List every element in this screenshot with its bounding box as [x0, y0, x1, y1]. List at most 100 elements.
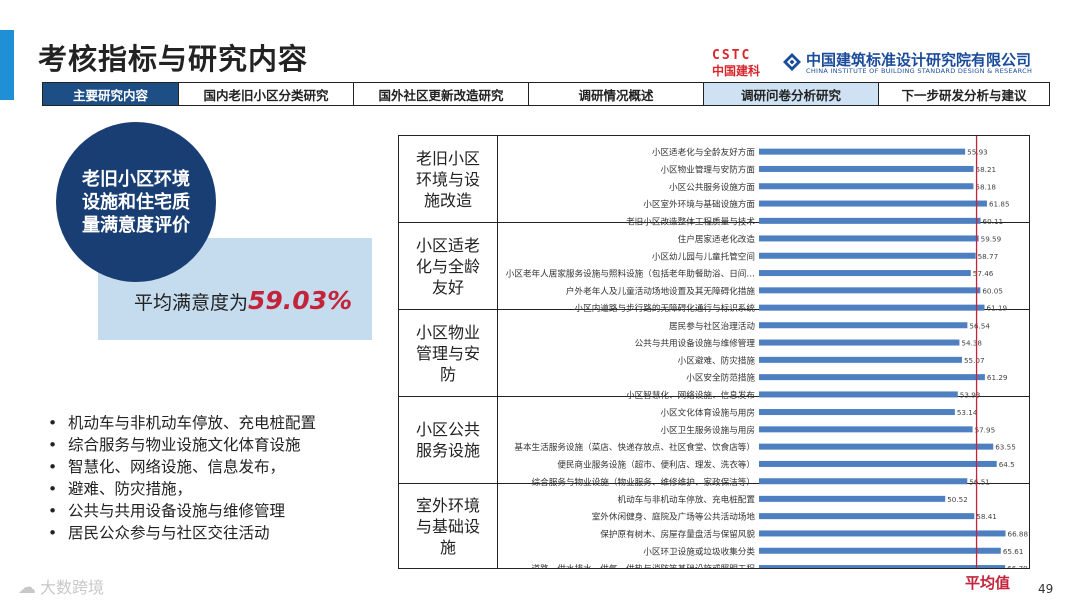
bar-label: 小区避难、防灾措施	[678, 354, 756, 366]
title-accent-bar	[0, 30, 14, 100]
bullet-item: 综合服务与物业设施文化体育设施	[48, 434, 316, 456]
tab-foreign-renewal[interactable]: 国外社区更新改造研究	[353, 82, 529, 106]
bar	[759, 252, 976, 259]
category-column-divider	[497, 136, 498, 568]
bar	[759, 356, 962, 363]
bar-label: 小区幼儿园与儿童托管空间	[652, 250, 755, 262]
bar	[759, 513, 975, 520]
organization-logo: CSTC 中国建科 中国建筑标准设计研究院有限公司 CHINA INSTITUT…	[712, 48, 1052, 78]
bar-label: 小区卫生服务设施与用房	[660, 424, 755, 436]
bar	[759, 217, 981, 224]
tab-survey-overview[interactable]: 调研情况概述	[528, 82, 704, 106]
bar-label: 老旧小区改造整体工程质量与技术	[626, 215, 755, 227]
bar-value-label: 56.54	[969, 321, 990, 330]
bar-value-label: 53.14	[957, 408, 978, 417]
bar-label: 小区智慧化、网络设施、信息发布	[626, 389, 755, 401]
bar-label: 便民商业服务设施（超市、便利店、理发、洗衣等）	[557, 458, 755, 470]
group-divider	[399, 222, 1029, 223]
bar-value-label: 60.05	[982, 286, 1003, 295]
section-tabs: 主要研究内容 国内老旧小区分类研究 国外社区更新改造研究 调研情况概述 调研问卷…	[42, 82, 1050, 106]
bar-label: 小区内道路与步行路的无障碍化通行与标识系统	[575, 302, 756, 314]
bullet-item: 智慧化、网络设施、信息发布，	[48, 456, 316, 478]
institute-emblem-icon	[783, 53, 801, 71]
evaluation-circle: 老旧小区环境设施和住宅质量满意度评价	[56, 122, 216, 282]
bar-value-label: 61.19	[987, 304, 1008, 313]
bar-value-label: 60.11	[983, 217, 1004, 226]
category-label: 老旧小区环境与设施改造	[415, 148, 480, 210]
bar	[759, 565, 1006, 568]
bar-label: 机动车与非机动车停放、充电桩配置	[617, 493, 755, 505]
bar	[759, 530, 1006, 537]
bar-value-label: 55.93	[967, 148, 988, 157]
bar-label: 居民参与社区治理活动	[669, 320, 755, 332]
bullet-item: 机动车与非机动车停放、充电桩配置	[48, 412, 316, 434]
bar-label: 基本生活服务设施（菜店、快递存放点、社区食堂、饮食店等）	[514, 441, 755, 453]
bar-value-label: 66.88	[1008, 529, 1029, 538]
bar	[759, 148, 966, 155]
category-label: 室外环境与基础设施	[415, 496, 480, 557]
bullet-item: 避难、防灾措施，	[48, 478, 316, 500]
watermark-text: 大数跨境	[40, 578, 105, 597]
bar-value-label: 58.41	[976, 512, 997, 521]
bar-label: 小区环卫设施或垃圾收集分类	[643, 545, 755, 557]
bar	[759, 409, 955, 416]
bar-value-label: 55.07	[964, 356, 985, 365]
bar-value-label: 63.55	[995, 443, 1016, 452]
bar	[759, 495, 946, 502]
tab-main-research[interactable]: 主要研究内容	[42, 82, 179, 106]
bar-value-label: 64.5	[999, 460, 1015, 469]
bar-label: 公共与共用设备设施与维修管理	[635, 337, 756, 349]
bullet-item: 居民公众参与与社区交往活动	[48, 522, 316, 544]
bar	[759, 304, 985, 311]
tab-domestic-classification[interactable]: 国内老旧小区分类研究	[178, 82, 354, 106]
bar-label: 小区文化体育设施与用房	[660, 407, 755, 419]
bar-label: 保护原有树木、房屋存量盘活与保留风貌	[600, 528, 755, 540]
bar-value-label: 53.93	[960, 390, 981, 399]
cstc-logo-en: CSTC	[712, 48, 752, 63]
bar-value-label: 50.52	[947, 495, 968, 504]
bar-label: 小区室外环境与基础设施方面	[643, 198, 755, 210]
bar	[759, 287, 981, 294]
bar	[759, 426, 973, 433]
average-satisfaction-text: 平均满意度为59.03%	[134, 286, 352, 315]
watermark: ☁ 大数跨境	[18, 574, 104, 598]
bar	[759, 235, 979, 242]
group-divider	[399, 396, 1029, 397]
bar-label: 道路、供水排水、供气、供热与消防等基础设施或照明工程	[532, 563, 756, 568]
bar	[759, 339, 960, 346]
tab-questionnaire-analysis[interactable]: 调研问卷分析研究	[703, 82, 879, 106]
average-satisfaction-label: 平均满意度为	[134, 292, 249, 314]
bar	[759, 374, 985, 381]
bar-value-label: 58.18	[975, 182, 996, 191]
category-label: 小区物业管理与安防	[415, 322, 480, 384]
focus-bullet-list: 机动车与非机动车停放、充电桩配置 综合服务与物业设施文化体育设施 智慧化、网络设…	[48, 412, 316, 544]
bar	[759, 322, 968, 329]
bar-value-label: 57.95	[975, 425, 996, 434]
average-satisfaction-value: 59.03%	[248, 286, 353, 315]
bar-label: 小区公共服务设施方面	[669, 181, 755, 193]
bar-value-label: 59.59	[981, 234, 1002, 243]
bar-label: 小区物业管理与安防方面	[660, 163, 755, 175]
cstc-logo-mark: CSTC 中国建科	[712, 48, 776, 78]
bar-label: 住户居家适老化改造	[678, 233, 756, 245]
bar	[759, 478, 968, 485]
bar-label: 小区老年人居家服务设施与照料设施（包括老年助餐助浴、日间…	[506, 268, 755, 280]
bar-label: 小区适老化与全龄友好方面	[652, 146, 756, 158]
average-satisfaction-box: 平均满意度为59.03%	[98, 238, 372, 340]
cstc-logo-cn: 中国建科	[712, 64, 761, 78]
org-name-cn: 中国建筑标准设计研究院有限公司	[806, 51, 1032, 69]
bar-label: 室外休闲健身、庭院及广场等公共活动场地	[592, 511, 756, 523]
bar	[759, 460, 997, 467]
bar-value-label: 65.61	[1003, 547, 1024, 556]
slide-title: 考核指标与研究内容	[38, 42, 309, 76]
bar-value-label: 58.21	[976, 165, 997, 174]
bar-value-label: 57.46	[973, 269, 994, 278]
watermark-logo-icon: ☁	[18, 577, 36, 598]
tab-next-steps[interactable]: 下一步研发分析与建议	[878, 82, 1050, 106]
page-number: 49	[1038, 582, 1054, 596]
bar-value-label: 61.85	[989, 200, 1010, 209]
bar-value-label: 58.77	[978, 252, 999, 261]
average-line-label: 平均值	[965, 574, 1011, 592]
bar-label: 小区安全防范措施	[686, 372, 755, 384]
bar	[759, 547, 1001, 554]
